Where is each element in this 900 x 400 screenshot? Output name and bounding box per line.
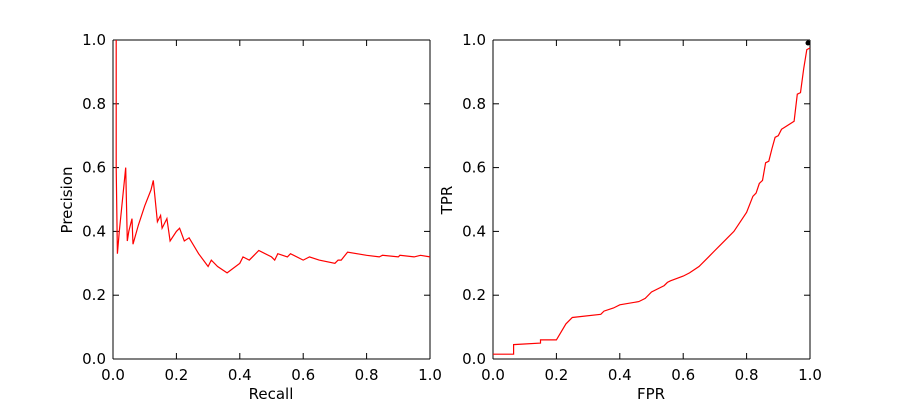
- y-tick-label: 0.4: [462, 222, 486, 240]
- x-tick-label: 1.0: [418, 366, 442, 384]
- y-tick-label: 0.0: [462, 350, 486, 368]
- y-tick-label: 1.0: [82, 31, 106, 49]
- x-tick-label: 0.2: [544, 366, 568, 384]
- chart-right: 0.0 0.2 0.4 0.6 0.8 1.0 0.0 0.2 0.4 0.6 0.8 1.0 FPR…: [438, 31, 822, 400]
- y-tick-label: 0.8: [462, 95, 486, 113]
- y-tick-label: 0.4: [82, 222, 106, 240]
- x-tick-label: 0.4: [608, 366, 632, 384]
- chart-left: 0.0 0.2 0.4 0.6 0.8 1.0 0.0 0.2 0.4 0.6 0.8 1.0 Rec…: [58, 31, 442, 400]
- x-tick-label: 0.6: [291, 366, 315, 384]
- x-tick-label: 0.0: [101, 366, 125, 384]
- x-axis-label: FPR: [637, 385, 665, 400]
- x-tick-label: 1.0: [798, 366, 822, 384]
- ticks-group: 0.0 0.2 0.4 0.6 0.8 1.0 0.0 0.2 0.4 0.6 0.8 1.0: [82, 31, 442, 384]
- x-tick-label: 0.2: [164, 366, 188, 384]
- y-axis-label: TPR: [438, 186, 456, 216]
- x-tick-label: 0.4: [228, 366, 252, 384]
- ticks-group: 0.0 0.2 0.4 0.6 0.8 1.0 0.0 0.2 0.4 0.6 0.8 1.0: [462, 31, 822, 384]
- y-axis-label: Precision: [58, 167, 76, 234]
- y-tick-label: 0.2: [82, 286, 106, 304]
- x-axis-label: Recall: [249, 385, 294, 400]
- x-tick-label: 0.0: [481, 366, 505, 384]
- y-tick-label: 0.8: [82, 95, 106, 113]
- y-tick-label: 0.2: [462, 286, 486, 304]
- y-tick-label: 1.0: [462, 31, 486, 49]
- x-tick-label: 0.8: [355, 366, 379, 384]
- y-tick-label: 0.6: [462, 159, 486, 177]
- roc-endpoint-marker: [805, 40, 811, 46]
- y-tick-label: 0.0: [82, 350, 106, 368]
- x-tick-label: 0.6: [671, 366, 695, 384]
- y-tick-label: 0.6: [82, 159, 106, 177]
- x-tick-label: 0.8: [735, 366, 759, 384]
- precision-recall-curve: [115, 40, 431, 274]
- roc-curve: [493, 47, 811, 355]
